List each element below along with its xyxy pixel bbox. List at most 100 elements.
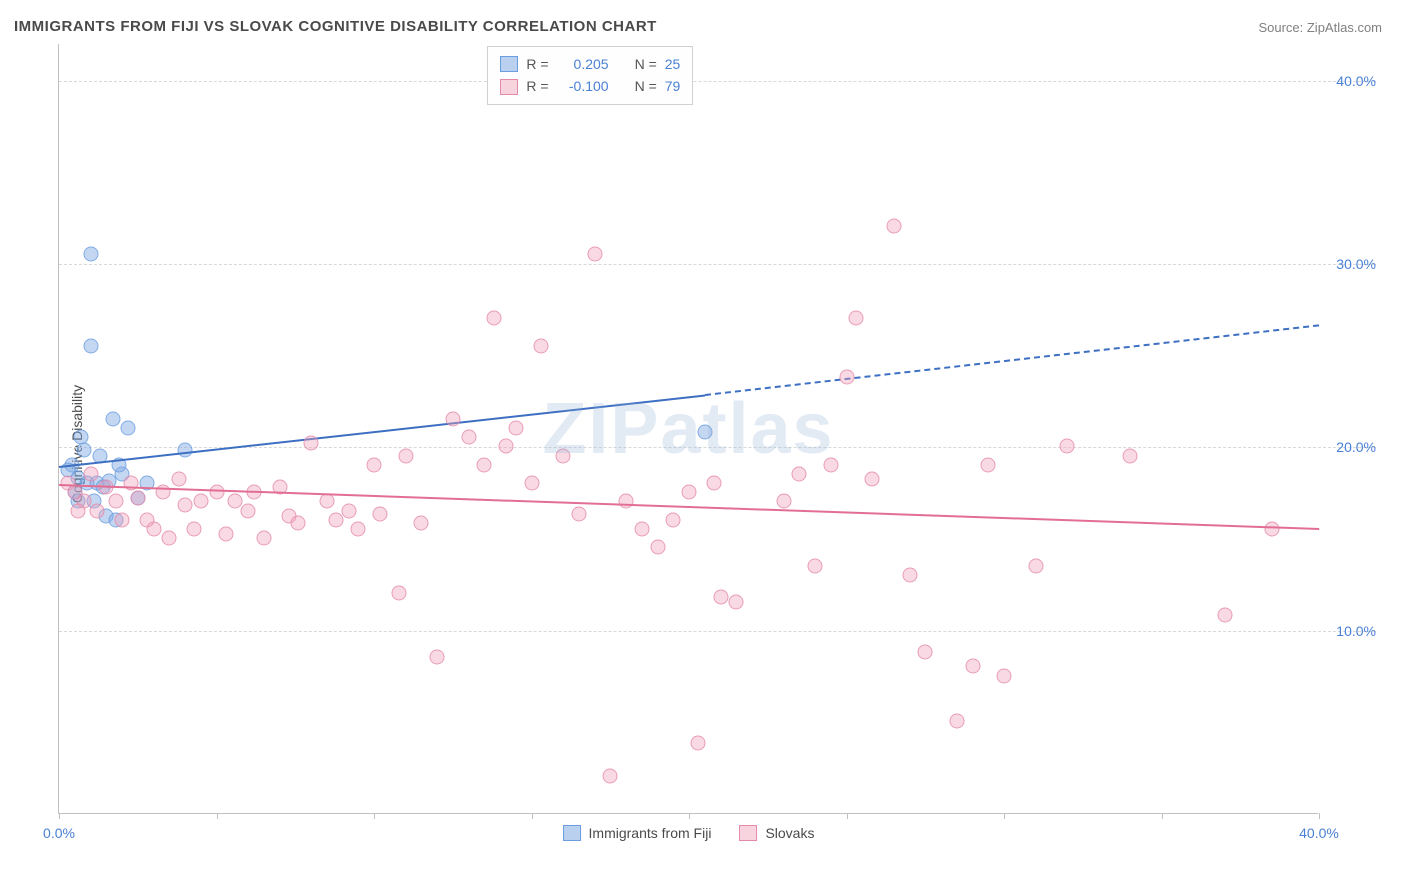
x-tick-mark [532,813,533,819]
data-point [304,435,319,450]
data-point [682,485,697,500]
data-point [691,736,706,751]
data-point [218,527,233,542]
data-point [603,769,618,784]
data-point [414,516,429,531]
legend-swatch [563,825,581,841]
data-point [89,503,104,518]
y-tick-label: 20.0% [1336,439,1376,455]
data-point [171,472,186,487]
legend-r-prefix: R = [526,75,548,97]
legend-label: Slovaks [765,825,814,841]
data-point [707,476,722,491]
legend-swatch [500,79,518,95]
gridline-horizontal [59,447,1376,448]
data-point [445,411,460,426]
data-point [367,457,382,472]
x-tick-mark [217,813,218,819]
trend-line [59,394,705,467]
data-point [697,424,712,439]
legend-r-prefix: R = [526,53,548,75]
legend-r-value: 0.205 [557,53,609,75]
data-point [848,311,863,326]
data-point [965,659,980,674]
data-point [105,411,120,426]
data-point [83,338,98,353]
data-point [886,219,901,234]
legend-n-prefix: N = [635,75,657,97]
x-tick-mark [374,813,375,819]
data-point [209,485,224,500]
legend-item: Immigrants from Fiji [563,825,712,841]
data-point [1264,521,1279,536]
legend-swatch [739,825,757,841]
data-point [178,498,193,513]
data-point [1217,608,1232,623]
data-point [823,457,838,472]
data-point [430,650,445,665]
data-point [461,430,476,445]
chart-title: IMMIGRANTS FROM FIJI VS SLOVAK COGNITIVE… [14,18,657,35]
y-tick-label: 10.0% [1336,623,1376,639]
data-point [729,595,744,610]
data-point [193,494,208,509]
data-point [486,311,501,326]
series-legend: Immigrants from Fiji Slovaks [563,825,815,841]
legend-item: Slovaks [739,825,814,841]
data-point [981,457,996,472]
data-point [241,503,256,518]
y-tick-label: 30.0% [1336,256,1376,272]
x-tick-mark [689,813,690,819]
data-point [533,338,548,353]
data-point [902,567,917,582]
data-point [508,421,523,436]
data-point [776,494,791,509]
data-point [619,494,634,509]
gridline-horizontal [59,81,1376,82]
gridline-horizontal [59,264,1376,265]
trend-line [705,324,1319,396]
x-tick-mark [1162,813,1163,819]
data-point [918,644,933,659]
data-point [839,369,854,384]
data-point [808,558,823,573]
data-point [373,507,388,522]
data-point [70,503,85,518]
data-point [864,472,879,487]
data-point [146,521,161,536]
data-point [319,494,334,509]
data-point [499,439,514,454]
data-point [398,448,413,463]
data-point [650,540,665,555]
data-point [1028,558,1043,573]
x-tick-mark [847,813,848,819]
data-point [83,246,98,261]
data-point [477,457,492,472]
legend-row: R = 0.205 N = 25 [500,53,680,75]
data-point [108,494,123,509]
y-tick-label: 40.0% [1336,73,1376,89]
legend-n-prefix: N = [635,53,657,75]
gridline-horizontal [59,631,1376,632]
data-point [713,589,728,604]
data-point [77,443,92,458]
data-point [1123,448,1138,463]
chart-container: Cognitive Disability ZIPatlas R = 0.205N… [48,44,1378,844]
x-tick-mark [1004,813,1005,819]
data-point [392,586,407,601]
data-point [130,490,145,505]
x-tick-label: 0.0% [43,825,75,841]
data-point [556,448,571,463]
correlation-legend: R = 0.205 N = 25R = -0.100N = 79 [487,46,693,105]
data-point [115,512,130,527]
data-point [83,466,98,481]
x-tick-label: 40.0% [1299,825,1339,841]
legend-row: R = -0.100N = 79 [500,75,680,97]
source-label: Source: ZipAtlas.com [1258,20,1382,35]
data-point [178,443,193,458]
data-point [666,512,681,527]
legend-n-value: 25 [665,53,681,75]
plot-area: ZIPatlas R = 0.205N = 25R = -0.100N = 79… [58,44,1318,814]
data-point [587,246,602,261]
data-point [524,476,539,491]
